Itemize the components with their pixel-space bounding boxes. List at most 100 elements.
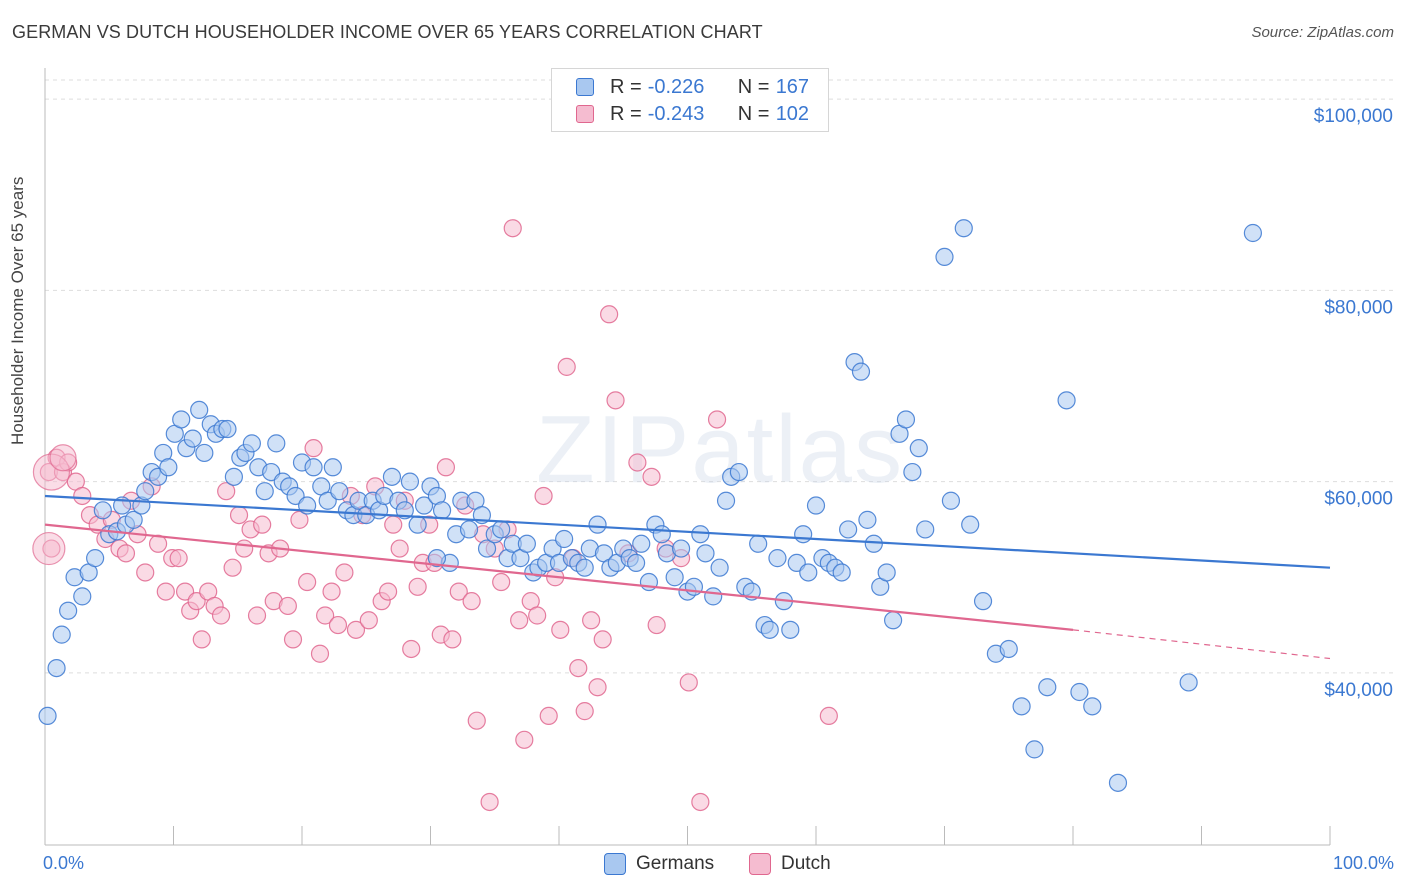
german-point <box>52 625 71 644</box>
dutch-point <box>116 544 136 563</box>
dutch-point <box>600 305 619 324</box>
dutch-point <box>557 357 576 376</box>
dutch-point <box>217 482 236 501</box>
german-point <box>858 510 877 529</box>
y-axis-label: Householder Income Over 65 years <box>8 176 27 445</box>
dutch-point <box>606 391 625 410</box>
dutch-point <box>679 673 698 692</box>
german-point <box>973 592 993 611</box>
dutch-point <box>73 486 92 506</box>
german-point <box>323 458 342 477</box>
german-point <box>93 501 112 520</box>
german-point <box>477 539 497 558</box>
german-point <box>183 429 202 448</box>
grid-layer <box>45 79 1395 674</box>
german-point <box>555 529 574 549</box>
correlation-legend: R = -0.226 N = 167 R = -0.243 N = 102 <box>551 68 829 132</box>
german-point <box>729 462 749 482</box>
legend-item-germans: Germans <box>604 852 714 876</box>
dutch-point <box>436 458 456 477</box>
german-point <box>864 534 883 553</box>
german-point <box>190 400 209 420</box>
dutch-point <box>467 711 486 730</box>
german-point <box>414 496 434 515</box>
dutch-point <box>582 611 601 630</box>
dutch-point <box>647 615 666 635</box>
source-label: Source: ZipAtlas.com <box>1251 24 1394 41</box>
german-point <box>588 515 607 534</box>
x-tick-label-min: 0.0% <box>43 853 85 873</box>
german-point <box>941 491 961 510</box>
dutch-point <box>253 515 272 534</box>
dutch-point <box>136 563 155 582</box>
german-point <box>459 520 479 539</box>
german-point <box>1243 223 1263 243</box>
dutch-point <box>593 630 612 649</box>
german-point <box>851 362 871 381</box>
german-point <box>877 563 896 582</box>
legend-r-value: -0.226 <box>647 75 705 98</box>
german-point <box>716 491 736 510</box>
german-point <box>794 525 813 544</box>
dutch-point <box>534 486 553 506</box>
german-point <box>492 520 511 539</box>
dutch-point <box>346 620 366 639</box>
dutch-point <box>310 644 330 663</box>
german-point <box>832 563 851 582</box>
dutch-point <box>528 606 547 625</box>
german-point <box>768 549 787 568</box>
german-point <box>38 706 57 726</box>
german-point <box>1070 682 1089 702</box>
german-point <box>1083 697 1102 716</box>
dutch-point <box>316 606 335 625</box>
german-point <box>710 558 729 577</box>
dutch-point <box>328 615 348 635</box>
german-point <box>665 568 684 587</box>
dutch-point <box>503 219 522 238</box>
dutch-point <box>575 702 594 721</box>
dutch-point <box>408 577 427 596</box>
dutch-legend-label: Dutch <box>781 853 831 874</box>
y-tick-label: $40,000 <box>1324 680 1393 701</box>
german-legend-swatch <box>604 853 626 875</box>
trend-layer <box>44 494 1331 660</box>
german-point <box>242 434 261 453</box>
german-point <box>652 525 671 544</box>
german-point <box>839 520 858 539</box>
dutch-point <box>335 563 354 582</box>
dutch-point <box>551 620 570 639</box>
dutch-point <box>691 792 710 812</box>
dutch-point <box>819 706 838 726</box>
legend-row-germans: R = -0.226 N = 167 <box>576 75 809 99</box>
german-point <box>1025 740 1044 759</box>
dutch-trend-extension <box>1072 629 1331 660</box>
german-point <box>903 462 922 482</box>
dutch-point <box>510 611 529 630</box>
dutch-point <box>390 539 409 558</box>
german-point <box>432 501 452 520</box>
dutch-point <box>235 539 254 558</box>
dutch-point <box>229 505 249 525</box>
dutch-point <box>359 611 378 630</box>
german-point <box>195 443 214 463</box>
german-point <box>935 247 954 267</box>
dutch-point <box>628 453 647 472</box>
dutch-point <box>443 630 462 649</box>
german-point <box>704 587 723 606</box>
german-point <box>124 510 143 529</box>
german-point <box>961 515 980 534</box>
german-trend-line <box>44 494 1331 569</box>
dutch-point <box>462 592 481 611</box>
dutch-trend-line <box>44 523 1074 631</box>
dutch-point <box>322 582 341 601</box>
german-point <box>255 482 274 501</box>
german-point <box>696 544 715 563</box>
german-point <box>626 553 646 573</box>
german-point <box>909 439 928 458</box>
german-point <box>999 639 1018 659</box>
german-point <box>896 410 916 429</box>
german-point <box>760 620 779 639</box>
legend-n-label: N = <box>737 75 770 98</box>
german-point <box>400 472 420 491</box>
